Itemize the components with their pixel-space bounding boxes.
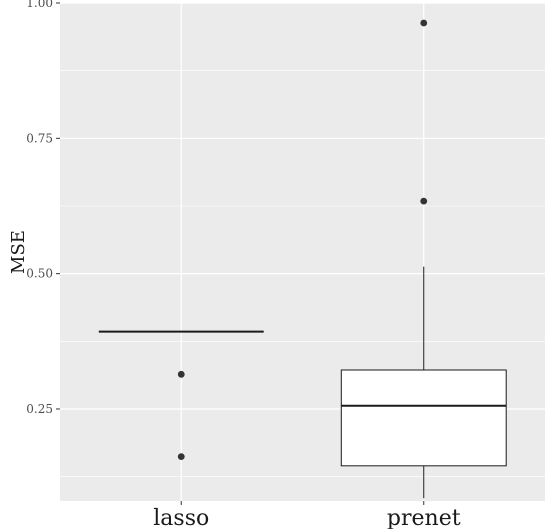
y-tick-label: 0.75 — [26, 131, 53, 145]
y-tick-label: 0.25 — [26, 402, 53, 416]
box-prenet — [340, 19, 507, 499]
y-tick-label: 1.00 — [26, 0, 53, 10]
y-tick-label: 0.50 — [26, 267, 53, 281]
outlier-point — [420, 19, 428, 27]
box-lasso — [98, 330, 264, 461]
outlier-point — [177, 370, 185, 378]
x-tick-label: prenet — [387, 506, 461, 529]
iqr-box — [340, 369, 507, 467]
x-tick-label: lasso — [153, 506, 209, 529]
axes: 0.25 0.50 0.75 1.00 lasso prenet — [26, 0, 460, 529]
y-axis-title: MSE — [8, 230, 29, 274]
boxes — [98, 19, 507, 499]
outlier-point — [420, 197, 428, 205]
outlier-point — [177, 453, 185, 461]
